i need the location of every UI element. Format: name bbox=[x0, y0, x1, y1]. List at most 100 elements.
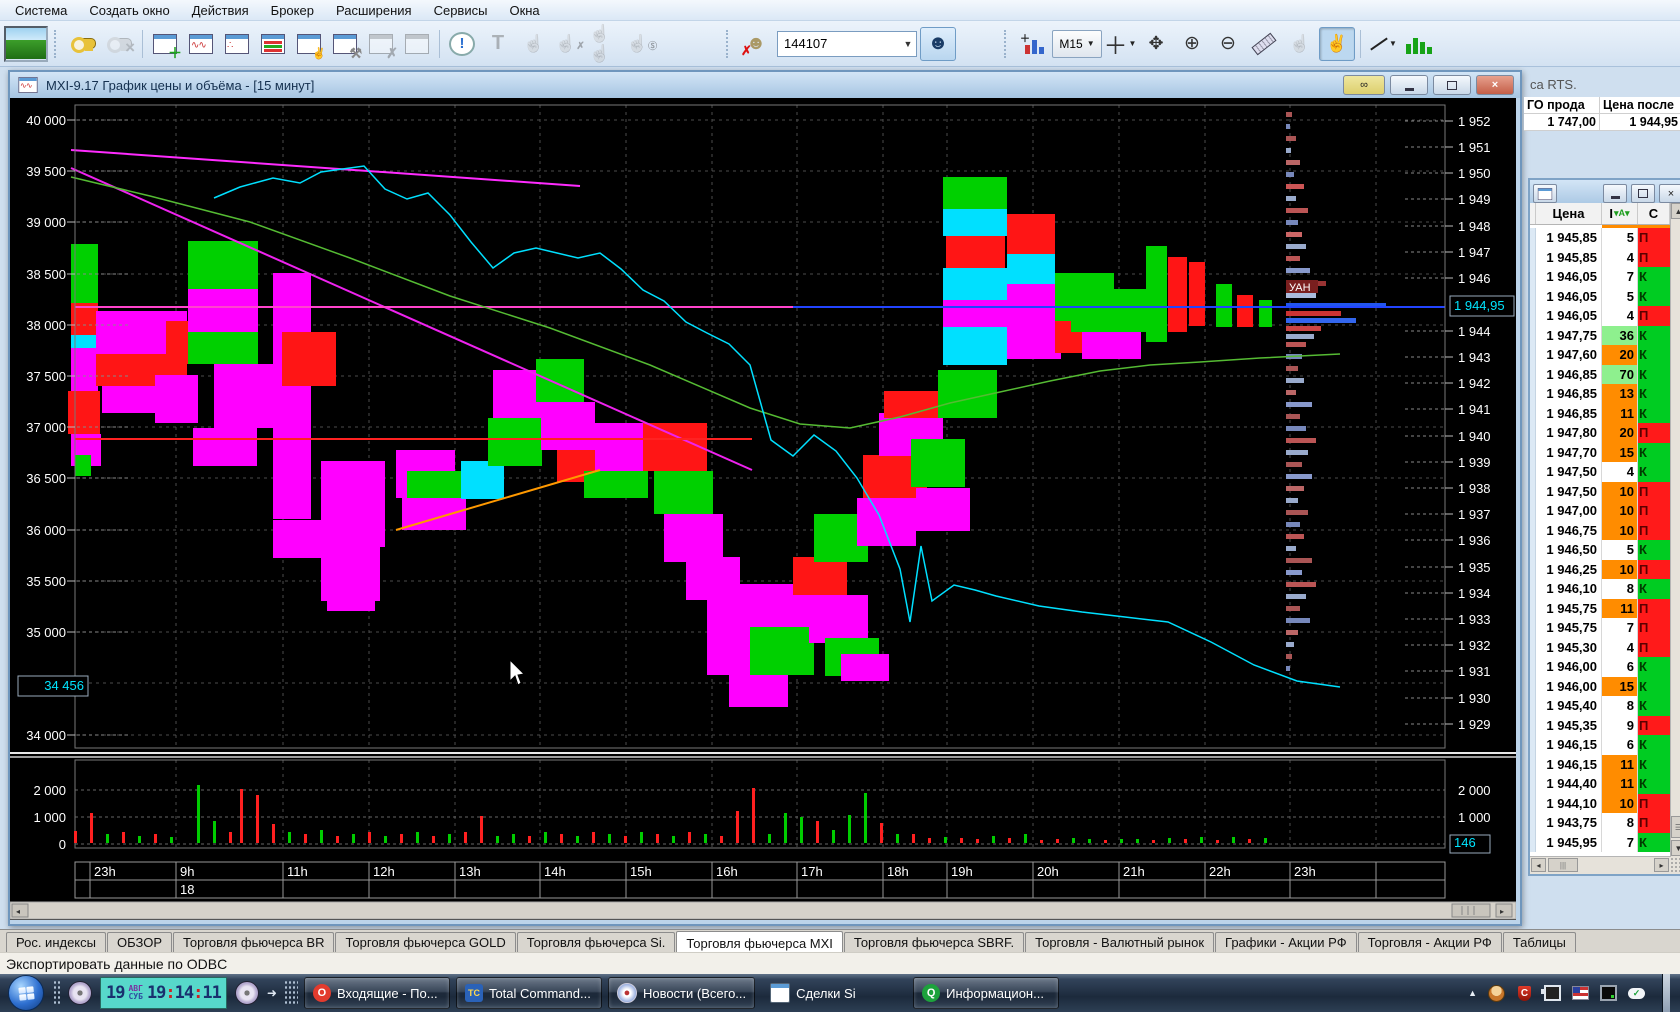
trade-row[interactable]: 1 944,10 10 П bbox=[1530, 793, 1670, 813]
trades-table-button[interactable]: ✌ bbox=[292, 28, 326, 60]
trades-hscrollbar[interactable]: ◂ ||| ▸ bbox=[1530, 856, 1670, 874]
tab-8[interactable]: Графики - Акции РФ bbox=[1215, 932, 1357, 953]
trade-row[interactable]: 1 945,75 11 П bbox=[1530, 598, 1670, 618]
taskbar-button-4[interactable]: Q Информацион... bbox=[913, 977, 1060, 1009]
antivirus-shield-tray-icon[interactable]: C bbox=[1516, 985, 1533, 1001]
trade-row[interactable]: 1 946,05 7 К bbox=[1530, 267, 1670, 287]
quote-col-go[interactable]: ГО прода bbox=[1524, 97, 1600, 113]
col-dir-header[interactable]: С bbox=[1638, 203, 1670, 224]
price-volume-chart[interactable]: УАН 40 000 39 500 39 000 38 500 38 000 37 500 3… bbox=[9, 98, 1517, 920]
cloud-sync-tray-icon[interactable]: ✓ bbox=[1628, 986, 1645, 1001]
hand-tool-button[interactable]: ✌ bbox=[1319, 26, 1355, 61]
tab-6[interactable]: Торговля фьючерса SBRF. bbox=[843, 932, 1025, 953]
taskbar-button-3[interactable]: Сделки Si bbox=[761, 977, 907, 1009]
crosshair-button[interactable]: ＋ ▼ bbox=[1103, 28, 1137, 60]
minimize-button[interactable] bbox=[1603, 184, 1627, 203]
tab-1[interactable]: ОБЗОР bbox=[107, 932, 172, 953]
trade-row[interactable]: 1 945,35 9 П bbox=[1530, 715, 1670, 735]
toolbar-grip[interactable] bbox=[54, 29, 61, 58]
trades-vscrollbar[interactable]: ▲ ☰ ▼ bbox=[1670, 203, 1680, 874]
create-chart-button[interactable]: ∿∿ bbox=[184, 28, 218, 60]
trade-row[interactable]: 1 946,85 70 К bbox=[1530, 364, 1670, 384]
trade-row[interactable]: 1 945,75 7 П bbox=[1530, 618, 1670, 638]
menu-item-6[interactable]: Окна bbox=[509, 2, 540, 18]
scroll-up-icon[interactable]: ▲ bbox=[1671, 203, 1680, 219]
show-desktop-button[interactable] bbox=[1662, 974, 1670, 1012]
trade-row[interactable]: 1 946,25 10 П bbox=[1530, 559, 1670, 579]
client-code-combobox[interactable]: 144107 ▼ bbox=[777, 30, 917, 57]
filter-icon[interactable]: ▾А▾ bbox=[1614, 208, 1630, 218]
tab-2[interactable]: Торговля фьючерса BR bbox=[173, 932, 335, 953]
trade-row[interactable]: 1 946,00 6 К bbox=[1530, 657, 1670, 677]
menu-item-4[interactable]: Расширения bbox=[335, 2, 412, 18]
draw-line-button[interactable]: ▼ bbox=[1366, 28, 1400, 60]
move-button[interactable]: ✥ bbox=[1139, 28, 1173, 60]
connect-button[interactable] bbox=[67, 28, 101, 60]
quik-person-tray-icon[interactable] bbox=[1488, 984, 1505, 1002]
disc-icon[interactable] bbox=[234, 981, 259, 1005]
chevron-down-icon[interactable]: ▼ bbox=[1389, 39, 1397, 48]
trade-row[interactable]: 1 945,95 7 К bbox=[1530, 832, 1670, 852]
hscroll-thumb[interactable]: ||| bbox=[1548, 858, 1578, 872]
hidden-icons-chevron[interactable]: ▲ bbox=[1468, 988, 1477, 998]
disc-icon[interactable] bbox=[68, 981, 92, 1005]
chart-hscrollbar[interactable]: ◂ ▸ bbox=[9, 901, 1517, 920]
client-profile-button[interactable]: ☻ bbox=[920, 26, 956, 61]
toolbar-grip[interactable] bbox=[1004, 29, 1011, 58]
link-window-button[interactable]: ∞ bbox=[1343, 75, 1385, 95]
trade-row[interactable]: 1 945,30 4 П bbox=[1530, 637, 1670, 657]
trade-row[interactable]: 1 944,40 11 К bbox=[1530, 774, 1670, 794]
trade-row[interactable]: 1 946,00 15 К bbox=[1530, 676, 1670, 696]
taskbar-button-0[interactable]: O Входящие - По... bbox=[303, 977, 450, 1009]
lcd-clock-widget[interactable]: 19 АВГ СУБ 19:14:11 bbox=[100, 977, 227, 1009]
scroll-down-icon[interactable]: ▼ bbox=[1671, 840, 1680, 856]
chart-window-titlebar[interactable]: ∿∿ MXI-9.17 График цены и объёма - [15 м… bbox=[10, 72, 1520, 98]
bars-style-button[interactable] bbox=[1402, 28, 1436, 60]
language-flag-tray-icon[interactable] bbox=[1572, 986, 1589, 1001]
scroll-right-icon[interactable]: ▸ bbox=[1654, 858, 1669, 872]
tab-9[interactable]: Торговля - Акции РФ bbox=[1357, 932, 1502, 953]
tab-4[interactable]: Торговля фьючерса Si. bbox=[516, 932, 676, 953]
zoom-in-button[interactable]: ⊕ bbox=[1175, 28, 1209, 60]
zoom-out-button[interactable]: ⊖ bbox=[1211, 28, 1245, 60]
scroll-left-icon[interactable]: ◂ bbox=[1531, 858, 1546, 872]
start-button[interactable] bbox=[8, 975, 44, 1011]
message-button[interactable]: ! bbox=[445, 28, 479, 60]
quotes-table-button[interactable] bbox=[256, 28, 290, 60]
col-price-header[interactable]: Цена bbox=[1536, 203, 1602, 224]
wallpaper-button[interactable] bbox=[4, 25, 48, 62]
trades-window-menu-button[interactable] bbox=[1533, 184, 1557, 203]
trades-window-titlebar[interactable]: × bbox=[1530, 180, 1680, 207]
col-qty-header[interactable]: І ▾А▾ bbox=[1602, 203, 1638, 224]
menu-item-0[interactable]: Система bbox=[15, 2, 68, 18]
trade-row[interactable]: 1 946,15 6 К bbox=[1530, 735, 1670, 755]
resize-grip[interactable] bbox=[1670, 857, 1680, 874]
restore-button[interactable] bbox=[1433, 75, 1471, 95]
trade-row[interactable]: 1 945,85 5 П bbox=[1530, 228, 1670, 248]
toolbar-drag-handle[interactable] bbox=[53, 980, 61, 1006]
ruler-button[interactable] bbox=[1247, 28, 1281, 60]
trade-row[interactable]: 1 947,50 10 П bbox=[1530, 481, 1670, 501]
menu-item-1[interactable]: Создать окно bbox=[89, 2, 170, 18]
trade-row[interactable]: 1 947,70 15 К bbox=[1530, 442, 1670, 462]
close-button[interactable]: × bbox=[1476, 75, 1514, 95]
timeframe-select[interactable]: M15 ▼ bbox=[1052, 29, 1102, 58]
tab-5[interactable]: Торговля фьючерса MXI bbox=[676, 931, 843, 954]
tab-10[interactable]: Таблицы bbox=[1502, 932, 1576, 953]
trade-row[interactable]: 1 947,80 20 П bbox=[1530, 423, 1670, 443]
chevron-down-icon[interactable]: ▼ bbox=[903, 38, 913, 49]
trade-row[interactable]: 1 947,50 4 К bbox=[1530, 462, 1670, 482]
taskbar-button-1[interactable]: TC Total Command... bbox=[455, 977, 602, 1009]
trade-row[interactable]: 1 946,15 11 К bbox=[1530, 754, 1670, 774]
menu-item-5[interactable]: Сервисы bbox=[433, 2, 488, 18]
trade-row[interactable]: 1 943,75 8 П bbox=[1530, 813, 1670, 833]
create-scatter-button[interactable]: ∴ bbox=[220, 28, 254, 60]
trade-row[interactable]: 1 945,40 8 К bbox=[1530, 696, 1670, 716]
toolbar-expand-arrow[interactable]: ➜ bbox=[266, 986, 277, 1000]
tab-0[interactable]: Рос. индексы bbox=[6, 932, 106, 953]
client-disconnect-button[interactable]: ☻ ✗ bbox=[741, 32, 766, 58]
chart-add-button[interactable]: ＋ bbox=[1017, 28, 1051, 60]
create-table-button[interactable]: ＋ bbox=[148, 28, 182, 60]
trade-row[interactable]: 1 947,00 10 П bbox=[1530, 501, 1670, 521]
table-settings-button[interactable]: ⚒ bbox=[328, 28, 362, 60]
